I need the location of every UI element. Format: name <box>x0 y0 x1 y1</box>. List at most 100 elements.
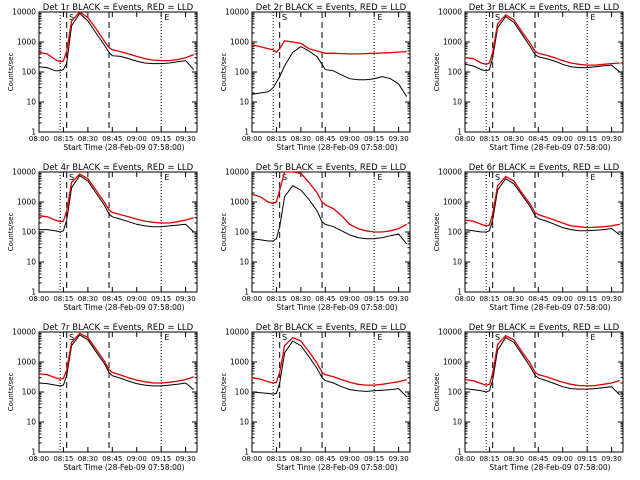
x-axis-label: Start Time (28-Feb-09 07:58:00) <box>276 463 397 472</box>
detector-panel-3: Det 3r BLACK = Events, RED = LLD 1 10 100 10… <box>433 3 624 152</box>
y-tick-label: 100 <box>235 68 250 77</box>
series-line-lld <box>464 175 620 229</box>
series-line-events <box>464 336 621 396</box>
x-tick-label: 09:15 <box>151 455 171 463</box>
x-tick-label: 08:00 <box>455 295 475 303</box>
x-tick-label: 09:00 <box>553 455 573 463</box>
start-marker-label: S <box>282 333 287 342</box>
x-tick-label: 08:15 <box>266 295 286 303</box>
plot-frame <box>38 11 198 133</box>
series-line-events <box>464 178 621 236</box>
y-tick-label: 1 <box>457 128 462 137</box>
panel-title: Det 2r BLACK = Events, RED = LLD <box>256 3 407 13</box>
y-axis-label: Counts/sec <box>7 213 15 252</box>
panel-title: Det 6r BLACK = Events, RED = LLD <box>469 163 620 173</box>
series-line-lld <box>251 171 408 233</box>
x-tick-label: 08:45 <box>315 455 335 463</box>
y-tick-label: 1000 <box>17 38 36 47</box>
x-tick-label: 08:15 <box>53 135 73 143</box>
x-tick-label: 09:30 <box>389 455 409 463</box>
plot-frame <box>251 331 411 453</box>
y-tick-label: 100 <box>22 388 37 397</box>
y-tick-label: 10 <box>239 418 249 427</box>
y-tick-label: 100 <box>22 68 37 77</box>
y-tick-label: 10 <box>239 98 249 107</box>
end-marker-label: E <box>377 13 382 22</box>
start-marker-label: S <box>495 13 500 22</box>
x-tick-label: 08:15 <box>479 135 499 143</box>
x-tick-label: 08:00 <box>29 135 49 143</box>
x-tick-label: 08:30 <box>78 295 98 303</box>
y-tick-label: 10 <box>26 258 36 267</box>
y-tick-label: 100 <box>22 228 37 237</box>
y-tick-label: 10000 <box>225 328 249 337</box>
x-tick-label: 09:00 <box>340 135 360 143</box>
y-tick-label: 1 <box>31 288 36 297</box>
x-tick-label: 08:00 <box>455 135 475 143</box>
x-tick-label: 08:30 <box>504 295 524 303</box>
y-tick-label: 1000 <box>443 198 462 207</box>
start-marker-label: S <box>495 333 500 342</box>
panel-title: Det 7r BLACK = Events, RED = LLD <box>43 323 194 333</box>
y-axis-label: Counts/sec <box>433 53 441 92</box>
series-line-events <box>39 175 195 233</box>
end-marker-label: E <box>590 13 595 22</box>
x-tick-label: 09:15 <box>577 295 597 303</box>
x-tick-label: 08:15 <box>266 455 286 463</box>
y-tick-label: 1 <box>457 448 462 457</box>
y-tick-label: 10000 <box>438 328 462 337</box>
y-axis-label: Counts/sec <box>7 373 15 412</box>
panel-title: Det 5r BLACK = Events, RED = LLD <box>256 163 407 173</box>
x-axis-label: Start Time (28-Feb-09 07:58:00) <box>489 463 610 472</box>
x-axis-label: Start Time (28-Feb-09 07:58:00) <box>489 143 610 152</box>
y-tick-label: 1000 <box>230 198 249 207</box>
x-tick-label: 08:00 <box>455 455 475 463</box>
x-tick-label: 08:15 <box>266 135 286 143</box>
x-tick-label: 08:30 <box>78 455 98 463</box>
x-axis-label: Start Time (28-Feb-09 07:58:00) <box>489 303 610 312</box>
series-line-events <box>464 15 621 73</box>
x-tick-label: 09:30 <box>602 455 622 463</box>
x-tick-label: 09:00 <box>340 455 360 463</box>
x-tick-label: 09:15 <box>151 135 171 143</box>
x-axis-label: Start Time (28-Feb-09 07:58:00) <box>63 463 184 472</box>
start-marker-label: S <box>69 333 74 342</box>
x-tick-label: 09:15 <box>577 135 597 143</box>
panel-title: Det 9r BLACK = Events, RED = LLD <box>469 323 620 333</box>
series-line-lld <box>38 332 194 384</box>
series-line-lld <box>38 173 194 224</box>
y-tick-label: 100 <box>235 228 250 237</box>
end-marker-label: E <box>590 333 595 342</box>
x-tick-label: 09:15 <box>151 295 171 303</box>
x-axis-label: Start Time (28-Feb-09 07:58:00) <box>276 303 397 312</box>
y-tick-label: 10000 <box>225 8 249 17</box>
x-tick-label: 09:00 <box>553 135 573 143</box>
x-tick-label: 09:30 <box>176 295 196 303</box>
x-tick-label: 09:15 <box>364 135 384 143</box>
x-tick-label: 08:30 <box>504 455 524 463</box>
detector-panel-7: Det 7r BLACK = Events, RED = LLD 1 10 100 10… <box>7 323 198 472</box>
x-tick-label: 08:30 <box>291 295 311 303</box>
x-tick-label: 08:30 <box>78 135 98 143</box>
series-line-lld <box>38 11 194 63</box>
x-axis-label: Start Time (28-Feb-09 07:58:00) <box>63 143 184 152</box>
y-tick-label: 1 <box>244 448 249 457</box>
x-tick-label: 08:45 <box>528 455 548 463</box>
y-tick-label: 10000 <box>225 168 249 177</box>
y-axis-label: Counts/sec <box>220 373 228 412</box>
x-tick-label: 09:30 <box>176 135 196 143</box>
x-tick-label: 08:15 <box>53 455 73 463</box>
plot-frame <box>464 331 624 453</box>
y-tick-label: 1000 <box>17 198 36 207</box>
x-tick-label: 09:00 <box>127 295 147 303</box>
x-tick-label: 09:30 <box>176 455 196 463</box>
x-axis-label: Start Time (28-Feb-09 07:58:00) <box>276 143 397 152</box>
y-tick-label: 1000 <box>230 358 249 367</box>
x-tick-label: 08:00 <box>242 135 262 143</box>
series-line-events <box>251 185 408 245</box>
y-axis-label: Counts/sec <box>220 213 228 252</box>
y-tick-label: 1000 <box>443 38 462 47</box>
y-tick-label: 10000 <box>12 328 36 337</box>
x-tick-label: 08:45 <box>315 135 335 143</box>
x-tick-label: 08:45 <box>528 295 548 303</box>
